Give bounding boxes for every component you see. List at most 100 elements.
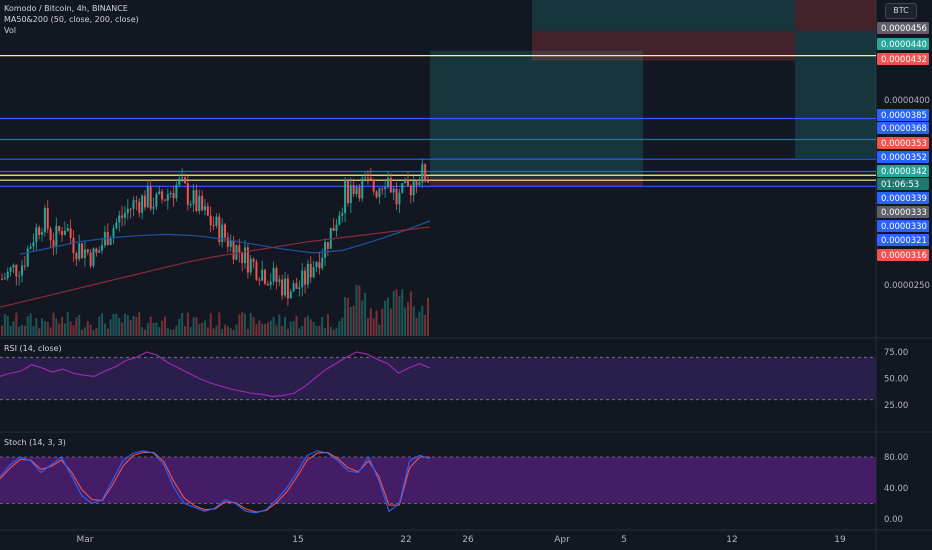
candle-body bbox=[361, 178, 364, 199]
volume-bar bbox=[3, 314, 6, 336]
candle-body bbox=[415, 181, 418, 185]
volume-bar bbox=[427, 297, 429, 336]
volume-bar bbox=[75, 317, 78, 336]
candle-body bbox=[381, 188, 384, 190]
volume-bar bbox=[143, 329, 146, 336]
vol-legend[interactable]: Vol bbox=[4, 26, 16, 35]
candle-body bbox=[295, 283, 298, 289]
candle-body bbox=[229, 240, 232, 247]
volume-bar bbox=[52, 312, 55, 336]
volume-bar bbox=[101, 313, 104, 336]
volume-bar bbox=[63, 323, 66, 336]
candle-body bbox=[152, 206, 155, 209]
candle-body bbox=[209, 215, 212, 226]
candle-body bbox=[321, 257, 324, 269]
candle-body bbox=[269, 281, 272, 286]
candle-body bbox=[424, 164, 427, 182]
volume-bar bbox=[215, 325, 218, 336]
candle-body bbox=[181, 177, 184, 179]
candle-body bbox=[289, 291, 292, 299]
x-tick-label: Mar bbox=[77, 535, 94, 545]
candle-body bbox=[232, 240, 235, 260]
volume-bar bbox=[32, 325, 35, 336]
candle-body bbox=[35, 227, 38, 243]
volume-bar bbox=[349, 307, 352, 336]
volume-bar bbox=[284, 316, 287, 336]
volume-bar bbox=[409, 291, 412, 336]
volume-bar bbox=[192, 317, 195, 336]
volume-bar bbox=[66, 312, 69, 336]
volume-bar bbox=[301, 325, 304, 336]
price-label-badge bbox=[877, 192, 929, 204]
candle-body bbox=[386, 177, 389, 188]
main-legend: Komodo / Bitcoin, 4h, BINANCE MA50&200 (… bbox=[4, 3, 139, 36]
volume-bar bbox=[195, 317, 198, 336]
volume-bar bbox=[318, 325, 321, 336]
volume-bar bbox=[366, 317, 369, 336]
volume-bar bbox=[132, 315, 135, 336]
volume-bar bbox=[358, 285, 361, 336]
price-label-badge bbox=[877, 178, 929, 190]
volume-bar bbox=[158, 327, 161, 336]
volume-bar bbox=[244, 313, 247, 336]
stoch-title[interactable]: Stoch (14, 3, 3) bbox=[4, 438, 66, 447]
price-label-badge bbox=[877, 220, 929, 232]
volume-bar bbox=[324, 328, 327, 336]
volume-bar bbox=[261, 323, 264, 336]
volume-bar bbox=[289, 321, 292, 336]
volume-bar bbox=[269, 320, 272, 336]
rsi-title[interactable]: RSI (14, close) bbox=[4, 344, 62, 353]
volume-bar bbox=[398, 295, 401, 336]
volume-bar bbox=[18, 326, 21, 336]
stoch-band bbox=[0, 457, 876, 504]
candle-body bbox=[55, 226, 58, 247]
price-label-text: 0.0000368 bbox=[881, 124, 927, 134]
currency-badge[interactable]: BTC bbox=[885, 3, 917, 19]
volume-bar bbox=[163, 316, 166, 336]
volume-bar bbox=[138, 312, 141, 336]
candle-body bbox=[389, 177, 392, 193]
volume-bar bbox=[306, 315, 309, 336]
volume-bar bbox=[129, 320, 132, 336]
candle-body bbox=[201, 195, 204, 211]
volume-bar bbox=[78, 315, 81, 336]
volume-bar bbox=[123, 313, 126, 336]
volume-bar bbox=[298, 328, 301, 336]
volume-bar bbox=[312, 321, 315, 336]
candle-body bbox=[29, 246, 32, 249]
symbol-title[interactable]: Komodo / Bitcoin, 4h, BINANCE bbox=[4, 4, 128, 13]
volume-bar bbox=[326, 314, 329, 336]
candle-body bbox=[249, 258, 252, 273]
candle-body bbox=[335, 224, 338, 231]
candle-body bbox=[301, 270, 304, 288]
candle-body bbox=[235, 245, 238, 260]
volume-bar bbox=[49, 327, 52, 336]
candle-body bbox=[306, 263, 309, 285]
ma-legend[interactable]: MA50&200 (50, close, 200, close) bbox=[4, 15, 139, 24]
candle-body bbox=[384, 187, 387, 190]
candle-body bbox=[346, 180, 349, 204]
candle-body bbox=[255, 261, 258, 280]
stoch-tick-label: 40.00 bbox=[884, 484, 908, 494]
candle-body bbox=[141, 195, 144, 213]
volume-bar bbox=[126, 315, 129, 336]
price-label-text: 0.0000321 bbox=[881, 236, 927, 246]
volume-bar bbox=[378, 324, 381, 336]
candle-body bbox=[392, 188, 395, 193]
candle-body bbox=[6, 271, 9, 278]
price-label-text: 0.0000456 bbox=[881, 24, 927, 34]
candle-body bbox=[252, 258, 255, 262]
candle-body bbox=[126, 208, 129, 214]
price-label-badge bbox=[877, 165, 929, 177]
candle-body bbox=[372, 179, 375, 192]
candle-body bbox=[166, 194, 169, 201]
volume-bar bbox=[415, 317, 418, 336]
volume-bar bbox=[352, 305, 355, 336]
volume-bar bbox=[161, 320, 164, 336]
candle-body bbox=[278, 279, 281, 282]
x-tick-label: 26 bbox=[462, 535, 474, 545]
volume-bar bbox=[381, 308, 384, 336]
candle-body bbox=[395, 188, 398, 205]
candle-body bbox=[318, 262, 321, 269]
volume-bar bbox=[249, 312, 252, 336]
